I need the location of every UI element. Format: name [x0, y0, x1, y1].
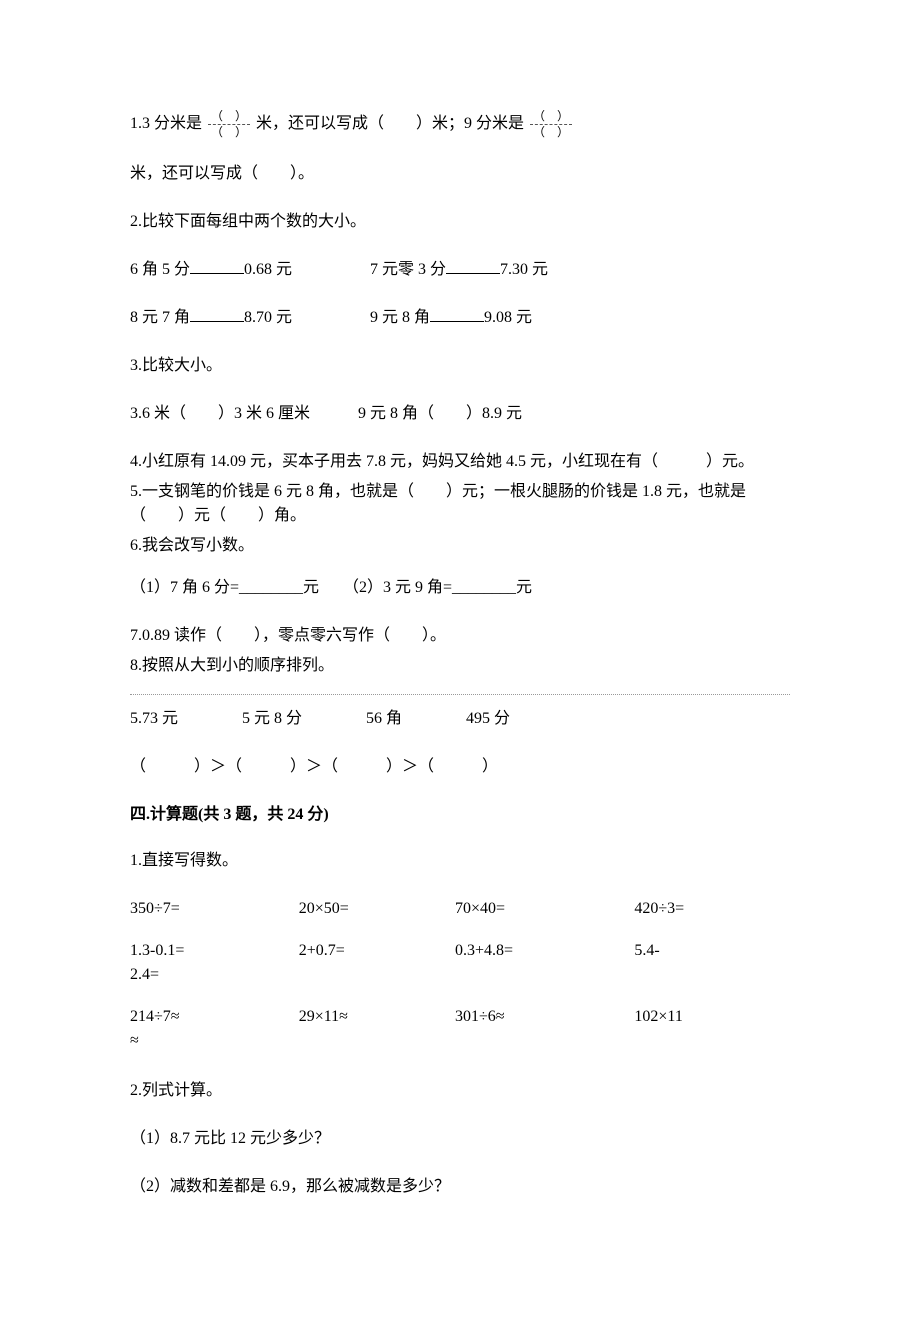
blank-underline — [430, 306, 484, 322]
calc-cell: 20×50= — [299, 897, 455, 939]
question-2-title: 2.比较下面每组中两个数的大小。 — [130, 210, 790, 234]
blank-underline — [190, 258, 244, 274]
question-5: 5.一支钢笔的价钱是 6 元 8 角，也就是（ ）元；一根火腿肠的价钱是 1.8… — [130, 480, 790, 528]
blank-underline — [446, 258, 500, 274]
q1-mid: 米，还可以写成（ ）米；9 分米是 — [256, 115, 524, 132]
question-3-title: 3.比较大小。 — [130, 354, 790, 378]
section-4-title: 四.计算题(共 3 题，共 24 分) — [130, 803, 790, 827]
question-2-row2: 8 元 7 角8.70 元 9 元 8 角9.08 元 — [130, 306, 790, 330]
fraction-blank-2: （ ） （ ） — [530, 110, 572, 138]
table-row: 350÷7= 20×50= 70×40= 420÷3= — [130, 897, 790, 939]
calc-cell: 0.3+4.8= — [455, 939, 634, 1005]
table-row: 1.3-0.1= 2.4= 2+0.7= 0.3+4.8= 5.4- — [130, 939, 790, 1005]
calc-cell: 70×40= — [455, 897, 634, 939]
question-4: 4.小红原有 14.09 元，买本子用去 7.8 元，妈妈又给她 4.5 元，小… — [130, 450, 790, 474]
question-2-row1: 6 角 5 分0.68 元 7 元零 3 分7.30 元 — [130, 258, 790, 282]
calc-cell: 301÷6≈ — [455, 1005, 634, 1071]
dotted-separator — [130, 694, 790, 695]
question-3-row: 3.6 米（ ）3 米 6 厘米 9 元 8 角（ ）8.9 元 — [130, 402, 790, 426]
calc-cell: 1.3-0.1= 2.4= — [130, 939, 299, 1005]
fraction-blank-1: （ ） （ ） — [208, 110, 250, 138]
calc-cell: 102×11 — [634, 1005, 790, 1071]
question-6-items: （1）7 角 6 分=________元 （2）3 元 9 角=________… — [130, 576, 790, 600]
question-1-line2: 米，还可以写成（ ）。 — [130, 162, 790, 186]
question-1-line1: 1.3 分米是 （ ） （ ） 米，还可以写成（ ）米；9 分米是 （ ） （ … — [130, 110, 790, 138]
question-7: 7.0.89 读作（ ），零点零六写作（ ）。 — [130, 624, 790, 648]
section-4-q2-item2: （2）减数和差都是 6.9，那么被减数是多少？ — [130, 1175, 790, 1199]
blank-underline — [190, 306, 244, 322]
calc-cell: 5.4- — [634, 939, 790, 1005]
question-8-items: 5.73 元 5 元 8 分 56 角 495 分 — [130, 707, 790, 731]
section-4-q2-item1: （1）8.7 元比 12 元少多少？ — [130, 1127, 790, 1151]
calc-cell: 420÷3= — [634, 897, 790, 939]
calc-cell: 350÷7= — [130, 897, 299, 939]
section-4-q1-title: 1.直接写得数。 — [130, 849, 790, 873]
calc-cell: 214÷7≈ ≈ — [130, 1005, 299, 1071]
calc-cell: 2+0.7= — [299, 939, 455, 1005]
calc-table: 350÷7= 20×50= 70×40= 420÷3= 1.3-0.1= 2.4… — [130, 897, 790, 1071]
q1-prefix: 1.3 分米是 — [130, 115, 202, 132]
question-8-ordering: （ ）＞（ ）＞（ ）＞（ ） — [130, 755, 790, 779]
question-6-title: 6.我会改写小数。 — [130, 534, 790, 558]
table-row: 214÷7≈ ≈ 29×11≈ 301÷6≈ 102×11 — [130, 1005, 790, 1071]
section-4-q2-title: 2.列式计算。 — [130, 1079, 790, 1103]
question-8-title: 8.按照从大到小的顺序排列。 — [130, 654, 790, 678]
calc-cell: 29×11≈ — [299, 1005, 455, 1071]
